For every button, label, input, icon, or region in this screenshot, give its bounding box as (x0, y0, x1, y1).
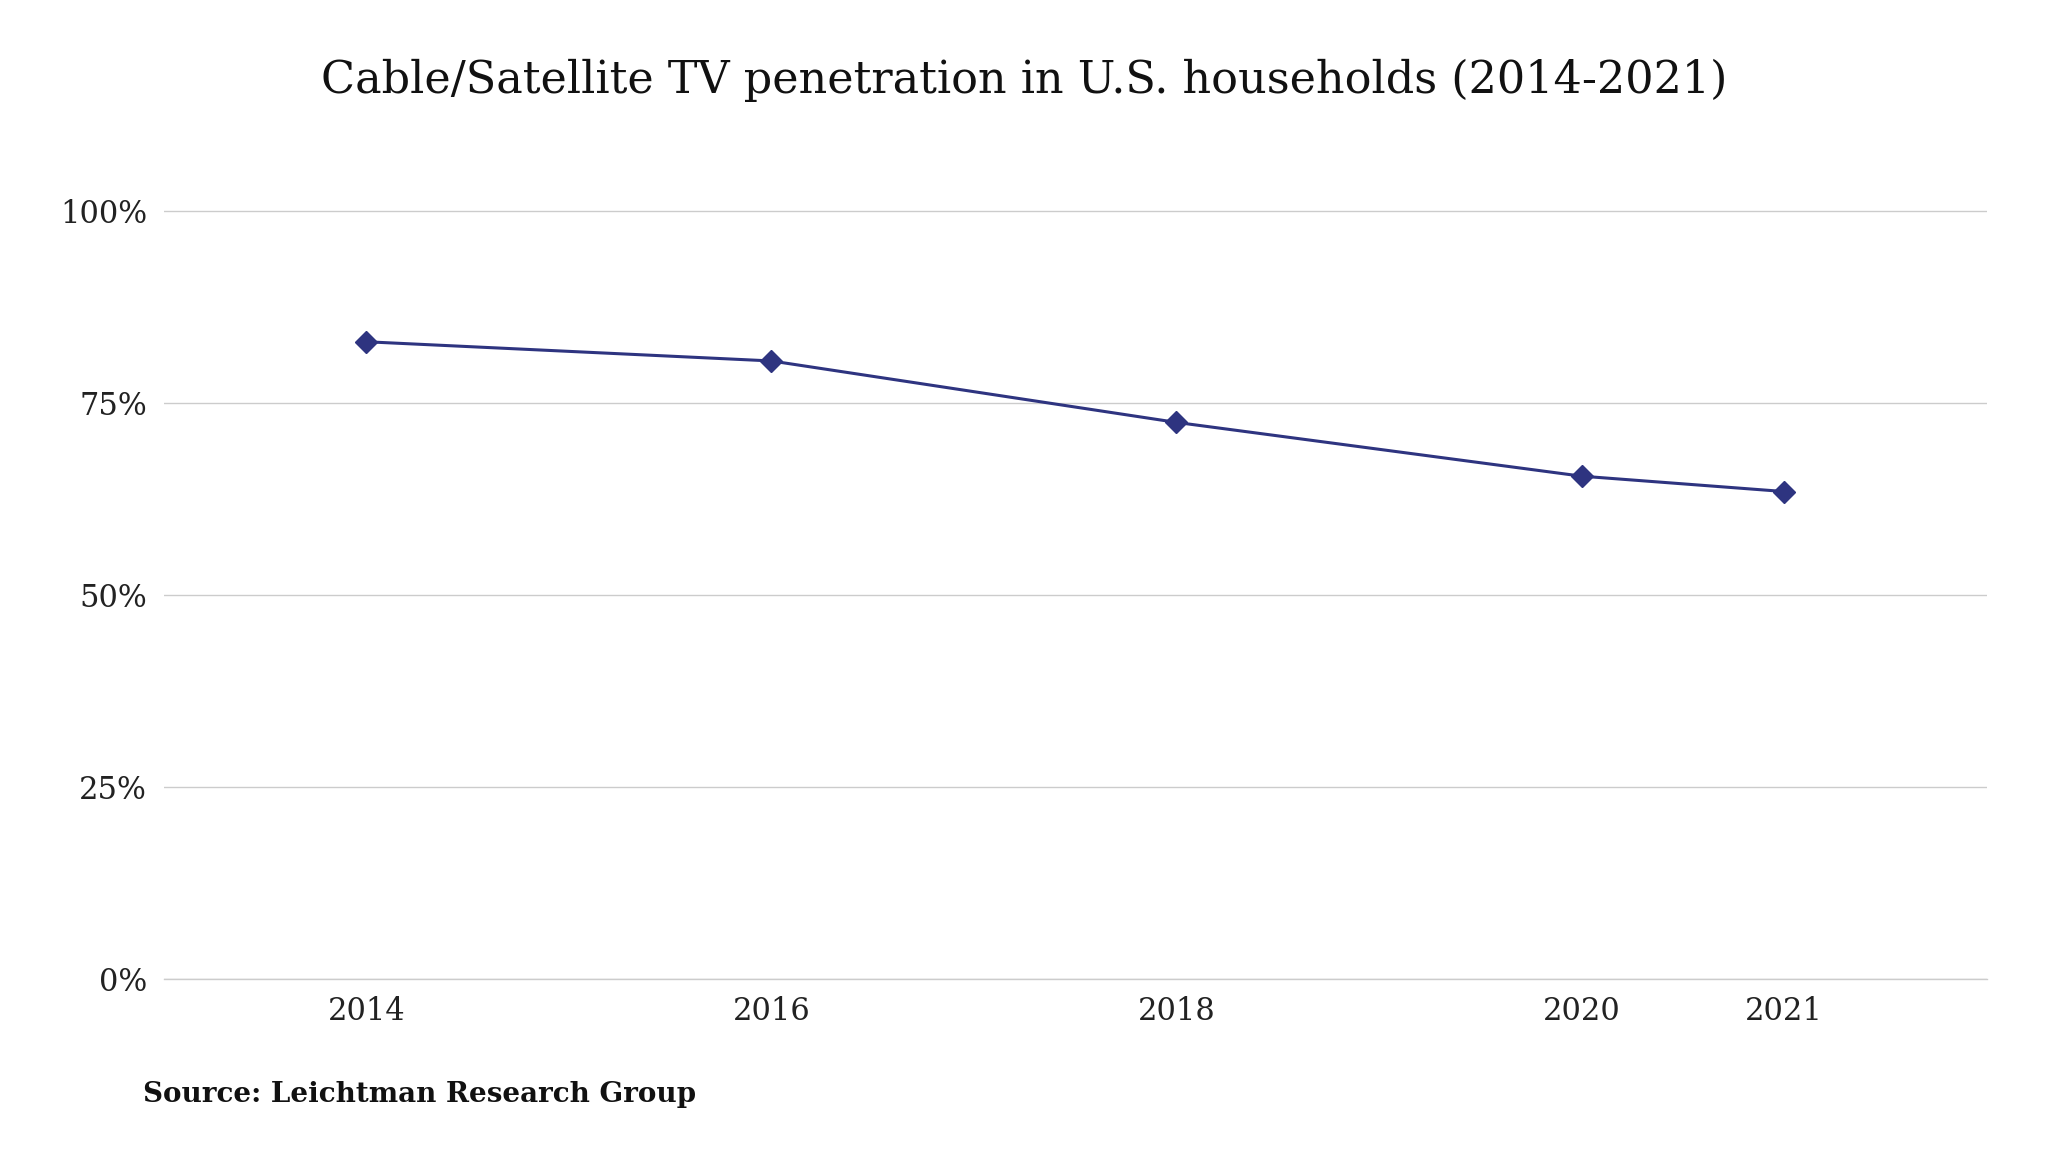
Text: Source: Leichtman Research Group: Source: Leichtman Research Group (143, 1081, 696, 1108)
Text: Cable/Satellite TV penetration in U.S. households (2014-2021): Cable/Satellite TV penetration in U.S. h… (322, 59, 1726, 103)
